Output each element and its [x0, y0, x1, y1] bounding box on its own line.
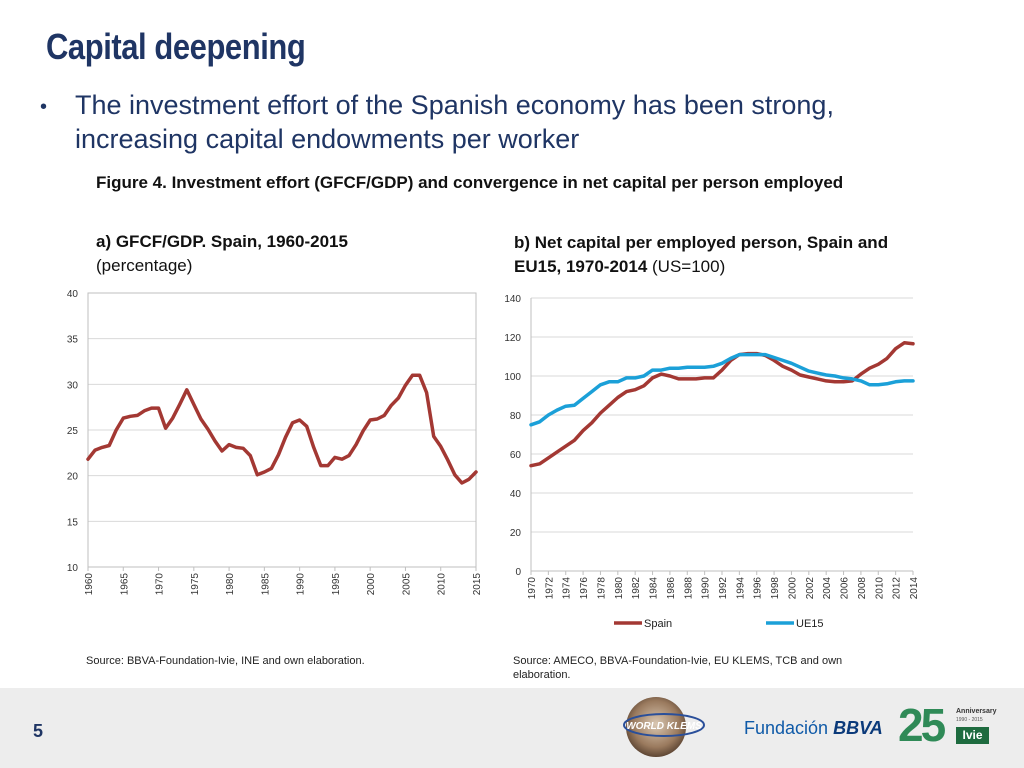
x-tick-label: 1976: [579, 577, 590, 600]
y-tick-label: 10: [67, 563, 79, 574]
x-tick-label: 2004: [822, 577, 833, 600]
x-tick-label: 1990: [701, 577, 712, 600]
panel-b-heading: b) Net capital per employed person, Spai…: [514, 231, 914, 279]
x-tick-label: 1994: [735, 577, 746, 600]
y-tick-label: 140: [504, 294, 521, 305]
y-tick-label: 15: [67, 517, 79, 528]
panel-a-title: a) GFCF/GDP. Spain, 1960-2015: [96, 232, 348, 251]
x-tick-label: 1980: [225, 573, 236, 596]
legend-label-spain: Spain: [644, 618, 672, 630]
y-tick-label: 30: [67, 380, 79, 391]
source-b: Source: AMECO, BBVA-Foundation-Ivie, EU …: [513, 655, 843, 681]
y-tick-label: 35: [67, 335, 79, 346]
source-a: Source: BBVA-Foundation-Ivie, INE and ow…: [86, 655, 365, 667]
x-tick-label: 1960: [84, 573, 95, 596]
x-tick-label: 1974: [562, 577, 573, 600]
y-tick-label: 20: [510, 528, 522, 539]
y-tick-label: 40: [510, 489, 522, 500]
x-tick-label: 2000: [366, 573, 377, 596]
y-tick-label: 100: [504, 372, 521, 383]
panel-b-unit: (US=100): [647, 257, 726, 276]
x-tick-label: 2014: [909, 577, 920, 600]
x-tick-label: 1965: [119, 573, 130, 596]
slide-title: Capital deepening: [46, 26, 306, 67]
svg-text:WORLD KLEMS: WORLD KLEMS: [626, 721, 702, 732]
x-tick-label: 2008: [857, 577, 868, 600]
y-tick-label: 120: [504, 333, 521, 344]
x-tick-label: 2010: [437, 573, 448, 596]
y-tick-label: 0: [515, 567, 521, 578]
x-tick-label: 2002: [805, 577, 816, 600]
x-tick-label: 1986: [666, 577, 677, 600]
y-tick-label: 40: [67, 289, 79, 300]
x-tick-label: 1970: [527, 577, 538, 600]
anniversary-label: Anniversary: [956, 708, 997, 715]
footer-bar: [0, 688, 1024, 768]
x-tick-label: 1996: [753, 577, 764, 600]
x-tick-label: 2005: [401, 573, 412, 596]
x-tick-label: 1972: [544, 577, 555, 600]
anniversary-years: 1990 - 2015: [956, 717, 983, 723]
x-tick-label: 1992: [718, 577, 729, 600]
figure-title: Figure 4. Investment effort (GFCF/GDP) a…: [96, 173, 844, 192]
panel-a-unit: (percentage): [96, 256, 193, 275]
series-line-gfcf-gdp-spain: [86, 373, 478, 485]
x-tick-label: 1984: [649, 577, 660, 600]
x-tick-label: 2006: [840, 577, 851, 600]
ivie-anniversary-logo: 25 Anniversary 1990 - 2015 Ivie: [898, 699, 998, 751]
panel-b-title: b) Net capital per employed person, Spai…: [514, 233, 889, 276]
bullet-icon: •: [40, 96, 48, 118]
x-tick-label: 1995: [331, 573, 342, 596]
x-tick-label: 1990: [296, 573, 307, 596]
fundacion-label: Fundación: [744, 718, 829, 738]
x-tick-label: 1970: [155, 573, 166, 596]
y-tick-label: 25: [67, 426, 79, 437]
x-tick-label: 1985: [260, 573, 271, 596]
panel-a-heading: a) GFCF/GDP. Spain, 1960-2015 (percentag…: [96, 230, 476, 278]
series-line-spain: [529, 341, 915, 468]
bullet-text: The investment effort of the Spanish eco…: [75, 90, 834, 154]
x-tick-label: 1980: [614, 577, 625, 600]
legend-label-ue15: UE15: [796, 618, 824, 630]
x-tick-label: 1975: [190, 573, 201, 596]
x-tick-label: 1988: [683, 577, 694, 600]
bbva-label: BBVA: [833, 718, 883, 738]
y-tick-label: 60: [510, 450, 522, 461]
x-tick-label: 2000: [787, 577, 798, 600]
anniversary-number: 25: [898, 699, 946, 751]
ivie-label: Ivie: [956, 727, 989, 744]
page-number: 5: [33, 721, 44, 741]
y-tick-label: 20: [67, 472, 79, 483]
x-tick-label: 1998: [770, 577, 781, 600]
x-tick-label: 2012: [892, 577, 903, 600]
chart-net-capital: 0 20 40 60 80 100 120 140 1970 1972 1974 1976 1978 19…: [504, 294, 920, 630]
world-klems-logo: WORLD KLEMS: [623, 697, 705, 757]
chart-gfcf-gdp: 10 15 20 25 30 35 40 1960 1965 1970 1975 1980 1985 19…: [67, 289, 483, 596]
x-tick-label: 1982: [631, 577, 642, 600]
x-tick-label: 2010: [874, 577, 885, 600]
x-tick-label: 2015: [472, 573, 483, 596]
y-tick-label: 80: [510, 411, 522, 422]
series-line-ue15: [529, 352, 915, 427]
fundacion-bbva-logo: Fundación BBVA: [744, 718, 883, 739]
x-tick-label: 1978: [596, 577, 607, 600]
